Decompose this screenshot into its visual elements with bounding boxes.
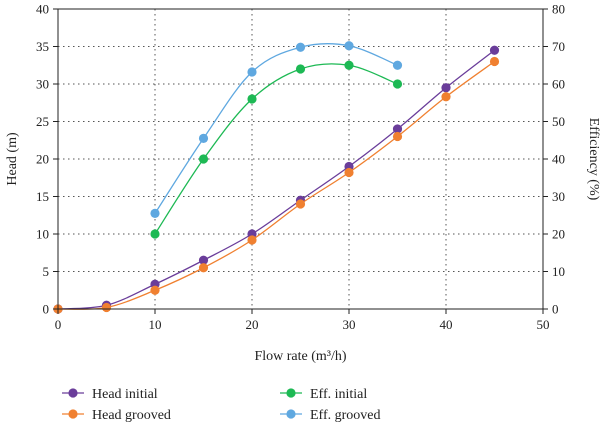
data-point [150,208,160,218]
legend-item: Eff. initial [280,387,367,402]
data-point [247,67,257,77]
data-point [150,285,160,295]
y-tick-label: 30 [36,77,49,92]
x-tick-label: 50 [537,317,550,332]
data-point [101,302,112,313]
x-tick-label: 30 [343,317,356,332]
data-point [247,94,257,104]
data-point [392,131,403,142]
y2-tick-label: 40 [552,152,565,167]
data-point [392,60,403,70]
x-tick-label: 0 [55,317,62,332]
legend-item: Head initial [62,387,158,402]
data-point [489,56,500,67]
y-tick-label: 25 [36,114,49,129]
data-point [150,229,160,239]
y-tick-label: 35 [36,39,49,54]
series-eff-initial [150,60,403,239]
data-point [247,235,257,245]
data-point [344,41,354,51]
legend-marker [286,388,296,398]
data-point [489,45,500,55]
data-point [198,255,209,265]
y-axis-label: Head (m) [5,132,20,186]
y2-tick-label: 20 [552,227,565,242]
y-tick-label: 0 [43,302,50,317]
series-line [154,63,398,235]
legend-label: Head grooved [92,408,171,423]
data-point [295,199,306,209]
y-tick-label: 15 [36,189,49,204]
x-axis: 0 10 20 30 40 50 [55,309,550,332]
legend: Head initial Head grooved Eff. initial Eff.… [62,387,381,423]
series-line [57,60,495,310]
y-axis-right: 0 10 20 30 40 50 60 70 80 [543,2,565,317]
data-point [198,154,209,164]
data-point [344,167,354,178]
x-tick-label: 10 [149,317,162,332]
series-head-initial [53,45,500,314]
x-tick-label: 20 [246,317,259,332]
legend-item: Eff. grooved [280,408,381,423]
y2-tick-label: 0 [552,302,559,317]
legend-marker [68,388,78,398]
plot-frame [57,8,544,310]
series-head-grooved [53,56,500,314]
data-point [198,133,209,143]
y2-axis-label: Efficiency (%) [586,118,600,201]
grid [58,9,543,309]
y-axis-left: 0 5 10 15 20 25 30 35 40 [36,2,58,317]
y-tick-label: 10 [36,227,49,242]
data-point [295,42,306,52]
y-tick-label: 40 [36,2,49,17]
legend-label: Head initial [92,387,158,402]
y2-tick-label: 30 [552,189,565,204]
data-point [441,92,451,102]
x-tick-label: 40 [440,317,453,332]
y2-tick-label: 70 [552,39,565,54]
y2-tick-label: 60 [552,77,565,92]
legend-label: Eff. grooved [310,408,381,423]
legend-marker [68,409,78,419]
series-layer [53,41,500,314]
data-point [198,263,209,273]
data-point [441,83,451,93]
y2-tick-label: 80 [552,2,565,17]
y-tick-label: 5 [43,264,50,279]
legend-label: Eff. initial [310,387,367,402]
legend-item: Head grooved [62,408,171,423]
data-point [392,124,403,134]
data-point [295,64,306,74]
legend-marker [286,409,296,419]
y-tick-label: 20 [36,152,49,167]
y2-tick-label: 10 [552,264,565,279]
series-line [57,49,495,310]
data-point [392,79,403,89]
series-eff-grooved [150,41,403,218]
x-axis-label: Flow rate (m³/h) [254,349,346,364]
y2-tick-label: 50 [552,114,565,129]
data-point [344,60,354,70]
